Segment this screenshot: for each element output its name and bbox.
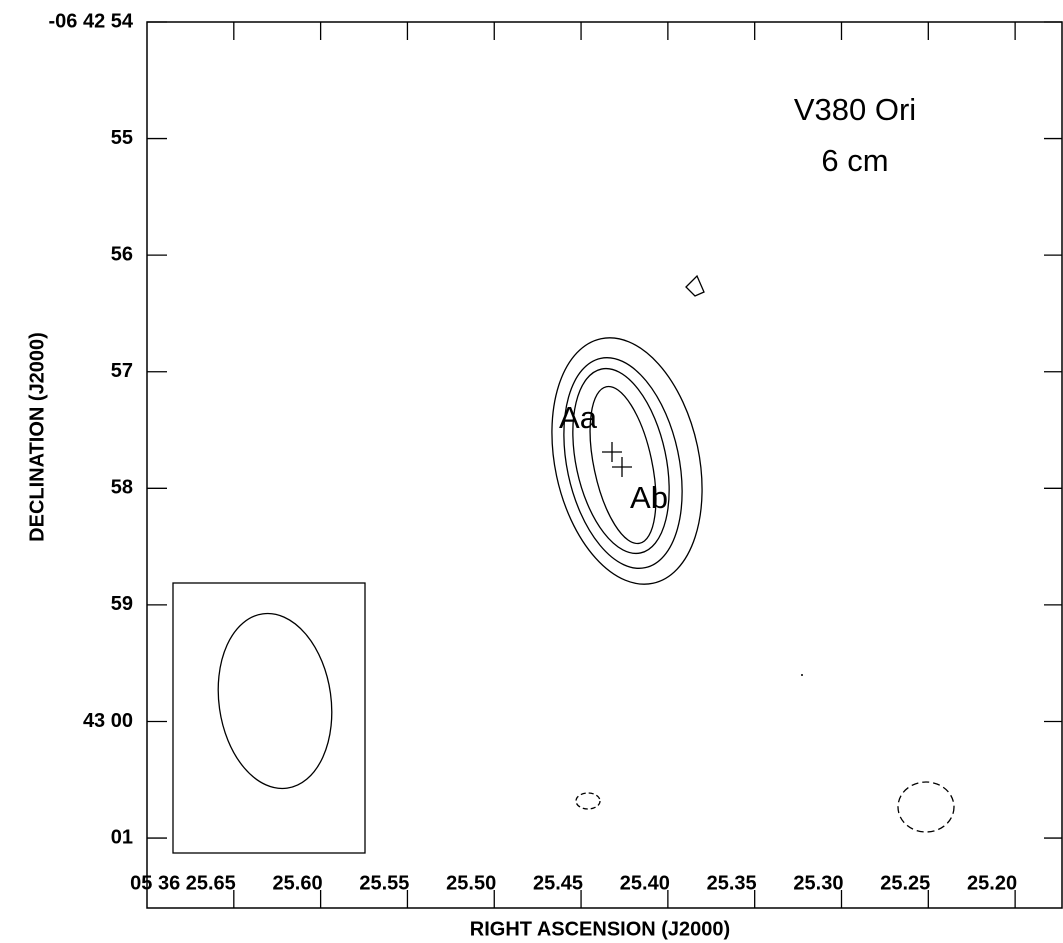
negative-contour [897, 781, 955, 833]
contour [572, 367, 670, 555]
x-tick-label: 25.40 [620, 872, 670, 894]
x-tick-label: 25.45 [533, 872, 583, 894]
x-tick-label: 05 36 25.65 [130, 872, 236, 894]
contour [685, 274, 705, 297]
x-tick-label: 25.30 [793, 872, 843, 894]
plot-frame [146, 21, 1063, 909]
y-tick-label: 43 00 [83, 710, 133, 732]
x-tick-label: 25.50 [446, 872, 496, 894]
y-tick-label: 57 [111, 360, 133, 382]
negative-contour [575, 792, 601, 810]
y-tick-label: -06 42 54 [48, 10, 133, 32]
x-axis-label: RIGHT ASCENSION (J2000) [470, 918, 730, 940]
x-tick-label: 25.35 [707, 872, 757, 894]
x-tick-label: 25.60 [273, 872, 323, 894]
beam [217, 612, 333, 790]
chart-subtitle: 6 cm [821, 143, 888, 178]
y-tick-label: 59 [111, 593, 133, 615]
chart-title: V380 Ori [794, 92, 916, 127]
annotation: Ab [630, 480, 668, 515]
y-tick-label: 01 [111, 826, 133, 848]
y-axis-label: DECLINATION (J2000) [26, 332, 48, 542]
contour [589, 385, 657, 545]
y-tick-label: 55 [111, 127, 133, 149]
contour [563, 357, 683, 569]
contour [551, 337, 703, 585]
source-markers [602, 442, 632, 477]
contours [551, 274, 955, 833]
y-tick-label: 56 [111, 243, 133, 265]
y-tick-label: 58 [111, 477, 133, 499]
beam-box [172, 582, 366, 854]
annotation: Aa [559, 400, 598, 435]
contour [801, 674, 803, 676]
x-tick-label: 25.20 [967, 872, 1017, 894]
x-tick-label: 25.25 [880, 872, 930, 894]
x-tick-label: 25.55 [359, 872, 409, 894]
